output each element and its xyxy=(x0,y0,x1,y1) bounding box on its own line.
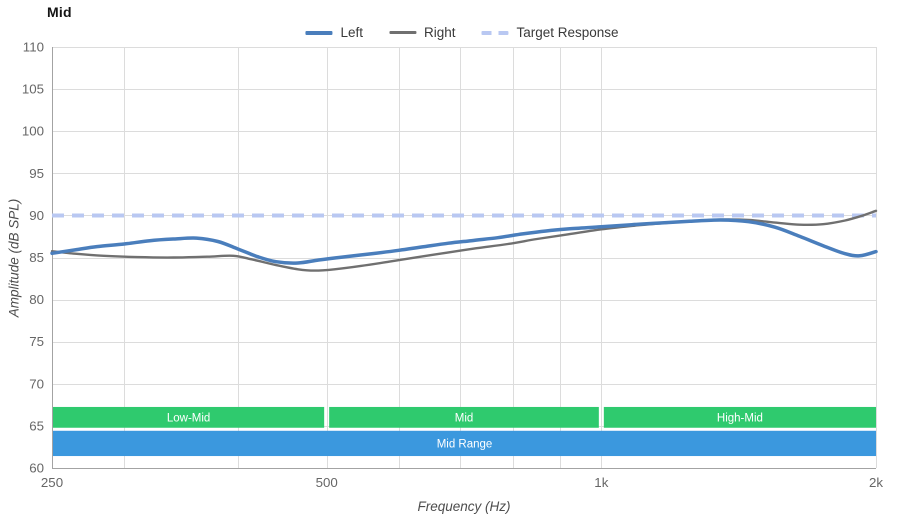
y-tick-label-110: 110 xyxy=(23,40,44,55)
line-swatch-icon xyxy=(388,31,416,34)
band-label-mid: Mid xyxy=(455,412,474,424)
chart-legend: Left Right Target Response xyxy=(305,25,619,40)
y-tick-label-85: 85 xyxy=(29,250,44,265)
y-tick-label-65: 65 xyxy=(29,418,44,433)
y-tick-label-60: 60 xyxy=(29,461,44,476)
legend-item-left[interactable]: Left xyxy=(305,25,363,40)
band-low-mid xyxy=(53,406,325,428)
band-label-low-mid: Low-Mid xyxy=(167,412,210,424)
band-high-mid xyxy=(603,406,876,428)
x-tick-label-500: 500 xyxy=(316,475,338,490)
y-tick-label-80: 80 xyxy=(29,292,44,307)
y-tick-label-100: 100 xyxy=(22,124,44,139)
x-axis-title: Frequency (Hz) xyxy=(417,499,511,514)
series-line-left xyxy=(50,218,878,265)
series-line-right xyxy=(50,209,878,272)
y-tick-label-75: 75 xyxy=(29,334,44,349)
band-mid xyxy=(329,406,599,428)
legend-item-right[interactable]: Right xyxy=(388,25,456,40)
x-tick-label-2k: 2k xyxy=(869,475,883,490)
y-tick-label-105: 105 xyxy=(22,82,44,97)
band-mid-range xyxy=(53,430,876,457)
band-label-high-mid: High-Mid xyxy=(717,412,763,424)
x-tick-label-250: 250 xyxy=(41,475,63,490)
y-tick-label-95: 95 xyxy=(29,166,44,181)
y-tick-label-90: 90 xyxy=(29,208,44,223)
legend-label: Left xyxy=(340,25,363,40)
chart-title: Mid xyxy=(47,4,72,20)
legend-item-target-response[interactable]: Target Response xyxy=(481,25,619,40)
legend-label: Right xyxy=(423,25,456,40)
y-tick-label-70: 70 xyxy=(29,376,44,391)
legend-label: Target Response xyxy=(516,25,619,40)
x-tick-label-1k: 1k xyxy=(594,475,608,490)
dashed-line-swatch-icon xyxy=(481,30,509,35)
line-swatch-icon xyxy=(305,30,333,35)
band-label-mid-range: Mid Range xyxy=(437,438,493,450)
